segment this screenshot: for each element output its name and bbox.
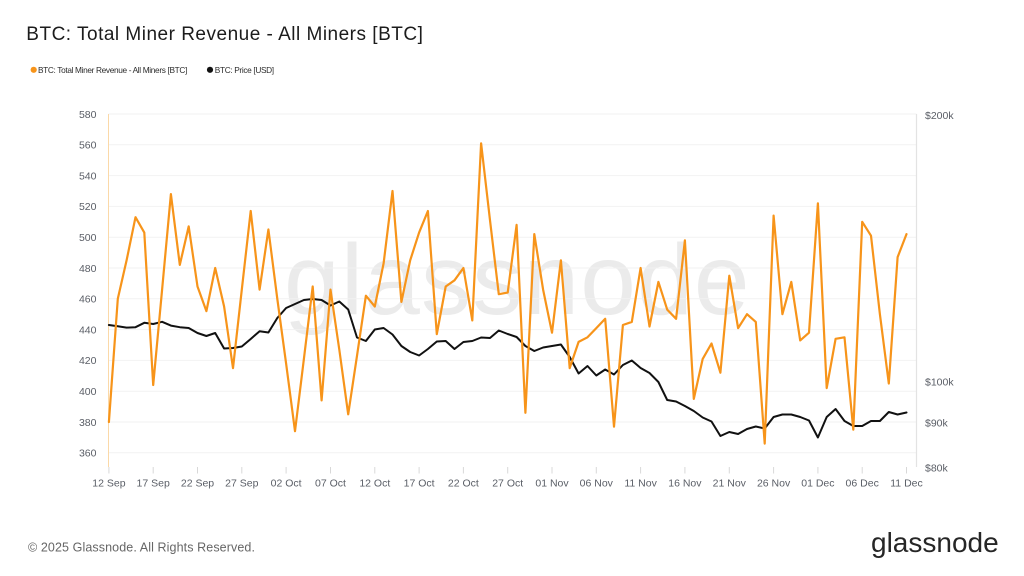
- svg-text:$100k: $100k: [925, 377, 954, 389]
- svg-text:06 Dec: 06 Dec: [846, 478, 879, 490]
- svg-text:400: 400: [79, 386, 97, 398]
- svg-text:380: 380: [79, 417, 97, 429]
- svg-text:BTC: Price [USD]: BTC: Price [USD]: [215, 65, 274, 75]
- svg-text:22 Oct: 22 Oct: [448, 478, 479, 490]
- svg-text:12 Oct: 12 Oct: [359, 478, 390, 490]
- svg-text:01 Nov: 01 Nov: [535, 478, 569, 490]
- svg-text:540: 540: [79, 170, 97, 182]
- svg-text:$90k: $90k: [925, 417, 949, 429]
- svg-text:26 Nov: 26 Nov: [757, 478, 791, 490]
- svg-text:21 Nov: 21 Nov: [713, 478, 747, 490]
- svg-text:560: 560: [79, 140, 97, 152]
- svg-text:27 Sep: 27 Sep: [225, 478, 258, 490]
- svg-text:440: 440: [79, 324, 97, 336]
- svg-text:520: 520: [79, 201, 97, 213]
- svg-text:© 2025 Glassnode. All Rights R: © 2025 Glassnode. All Rights Reserved.: [28, 541, 255, 555]
- svg-text:17 Oct: 17 Oct: [404, 478, 435, 490]
- svg-text:580: 580: [79, 109, 97, 121]
- svg-text:360: 360: [79, 448, 97, 460]
- svg-text:11 Dec: 11 Dec: [890, 478, 923, 490]
- svg-text:01 Dec: 01 Dec: [801, 478, 834, 490]
- svg-text:420: 420: [79, 355, 97, 367]
- svg-text:27 Oct: 27 Oct: [492, 478, 523, 490]
- svg-text:12 Sep: 12 Sep: [92, 478, 125, 490]
- svg-text:06 Nov: 06 Nov: [580, 478, 614, 490]
- svg-text:BTC: Total Miner Revenue - All: BTC: Total Miner Revenue - All Miners [B…: [26, 24, 423, 45]
- svg-text:07 Oct: 07 Oct: [315, 478, 346, 490]
- svg-text:02 Oct: 02 Oct: [271, 478, 302, 490]
- svg-text:16 Nov: 16 Nov: [668, 478, 702, 490]
- svg-text:22 Sep: 22 Sep: [181, 478, 214, 490]
- svg-text:glassnode: glassnode: [871, 527, 999, 558]
- svg-text:$200k: $200k: [925, 110, 954, 122]
- svg-text:$80k: $80k: [925, 463, 949, 475]
- svg-text:BTC: Total Miner Revenue - All: BTC: Total Miner Revenue - All Miners [B…: [38, 65, 187, 75]
- svg-text:480: 480: [79, 263, 97, 275]
- svg-text:11 Nov: 11 Nov: [624, 478, 657, 490]
- svg-text:460: 460: [79, 294, 97, 306]
- svg-text:17 Sep: 17 Sep: [137, 478, 170, 490]
- svg-text:500: 500: [79, 232, 97, 244]
